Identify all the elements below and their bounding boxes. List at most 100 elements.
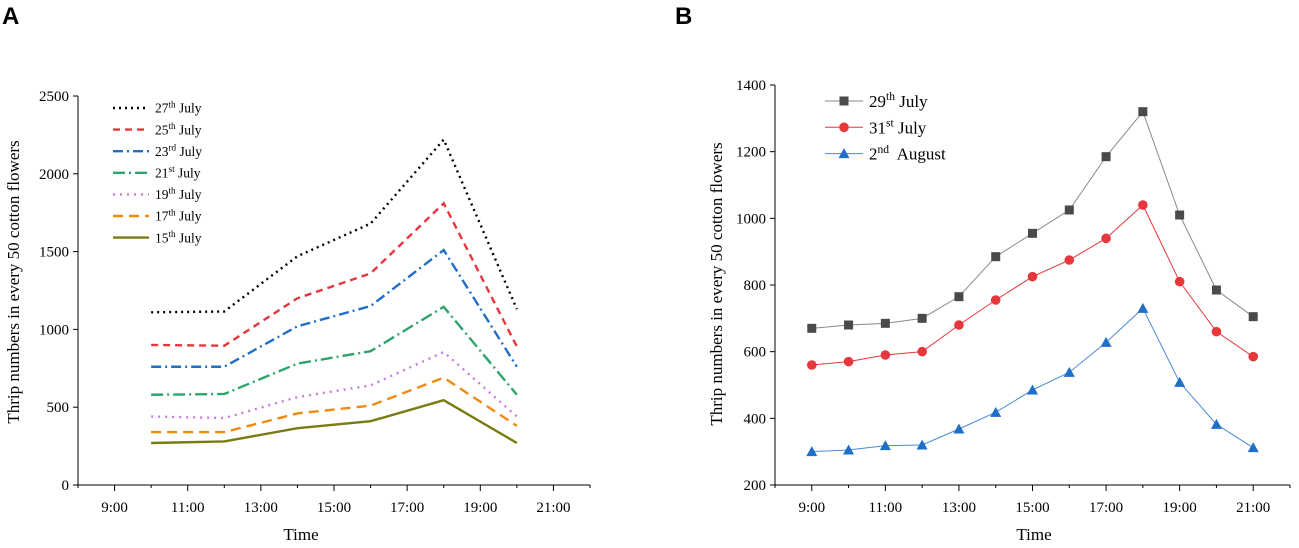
panel-b-y-ticks: 200 400 600 800 1000 1200 1400 — [736, 78, 775, 494]
data-point — [807, 323, 817, 333]
series-line-4 — [151, 305, 518, 396]
legend-label: 2nd August — [869, 143, 946, 164]
data-point — [1174, 276, 1185, 287]
y-tick-label: 500 — [47, 400, 70, 416]
y-tick-label: 400 — [744, 411, 767, 427]
panel-a-legend: 27th July 25th July 23rd July 21st July 19th… — [113, 99, 202, 245]
panel-b-series — [806, 107, 1259, 457]
x-tick-label: 11:00 — [171, 500, 205, 516]
series-line-3 — [151, 248, 518, 368]
panel-a-x-ticks: 9:00 11:00 13:00 15:00 17:00 19:00 21:00 — [77, 485, 591, 516]
data-point — [806, 360, 817, 370]
legend-label: 19th July — [155, 186, 202, 202]
data-point — [1174, 376, 1186, 387]
legend-label: 17th July — [155, 207, 202, 223]
y-tick-label: 800 — [744, 278, 767, 294]
data-point — [954, 320, 964, 330]
x-tick-label: 13:00 — [244, 500, 278, 516]
data-point — [1137, 302, 1149, 313]
data-point — [1248, 351, 1259, 362]
data-point — [954, 292, 964, 302]
y-tick-label: 2500 — [39, 89, 69, 105]
series-line-1 — [151, 137, 518, 314]
data-point — [1138, 200, 1148, 210]
x-tick-label: 13:00 — [942, 500, 976, 516]
data-point — [1247, 442, 1259, 453]
panel-b-x-title: Time — [1016, 525, 1051, 544]
panel-b: B Thrip numbers in every 50 cotton flowe… — [675, 3, 1291, 544]
series-line-5 — [151, 350, 518, 420]
data-point — [844, 320, 854, 330]
series-line-6 — [151, 376, 518, 434]
panel-b-legend: 29th July 31st July 2nd August — [825, 90, 946, 164]
x-tick-label: 11:00 — [869, 500, 903, 516]
legend-label: 23rd July — [155, 143, 202, 159]
data-point — [990, 295, 1001, 305]
data-point — [1101, 233, 1111, 244]
legend-label: 15th July — [155, 229, 202, 245]
panel-b-label: B — [675, 3, 692, 30]
data-point — [843, 356, 854, 367]
x-tick-label: 19:00 — [1163, 500, 1197, 516]
series-line-3 — [811, 307, 1254, 453]
y-tick-label: 2000 — [39, 167, 69, 183]
legend-marker — [839, 122, 849, 133]
y-tick-label: 1400 — [736, 78, 766, 94]
data-point — [1100, 336, 1112, 347]
data-point — [990, 406, 1002, 417]
data-point — [879, 440, 891, 451]
data-point — [1210, 418, 1222, 429]
y-tick-label: 600 — [744, 345, 767, 361]
panel-a-series — [151, 137, 518, 445]
x-tick-label: 9:00 — [101, 500, 128, 516]
series-line-7 — [151, 398, 518, 445]
data-point — [1101, 152, 1111, 162]
data-point — [916, 439, 928, 450]
data-point — [1027, 384, 1038, 395]
x-tick-label: 19:00 — [463, 500, 497, 516]
y-tick-label: 1200 — [736, 145, 766, 161]
data-point — [1027, 271, 1038, 282]
panel-b-x-ticks: 9:00 11:00 13:00 15:00 17:00 19:00 21:00 — [774, 485, 1291, 516]
data-point — [843, 444, 855, 455]
data-point — [1175, 210, 1185, 220]
series-line-2 — [151, 201, 518, 348]
x-tick-label: 15:00 — [1015, 500, 1049, 516]
data-point — [1211, 285, 1221, 295]
panel-b-y-title: Thrip numbers in every 50 cotton flowers — [707, 142, 726, 425]
x-tick-label: 17:00 — [390, 500, 424, 516]
data-point — [1028, 228, 1037, 238]
panel-a-y-ticks: 0 500 1000 1500 2000 2500 — [39, 89, 78, 494]
data-point — [917, 346, 927, 357]
y-tick-label: 1500 — [39, 245, 69, 261]
x-tick-label: 17:00 — [1089, 500, 1123, 516]
y-tick-label: 1000 — [736, 211, 766, 227]
data-point — [953, 423, 965, 434]
data-point — [1064, 255, 1075, 265]
data-point — [1248, 312, 1258, 322]
y-tick-label: 1000 — [39, 322, 69, 338]
legend-marker — [838, 148, 850, 159]
y-tick-label: 0 — [62, 478, 70, 494]
x-tick-label: 9:00 — [798, 500, 825, 516]
data-point — [1138, 107, 1148, 117]
panel-a: A Thrip numbers in every 50 cotton flowe… — [2, 3, 591, 544]
data-point — [880, 318, 890, 328]
data-point — [917, 313, 927, 323]
data-point — [1063, 366, 1075, 377]
data-point — [1064, 205, 1074, 215]
data-point — [880, 350, 891, 360]
y-tick-label: 200 — [744, 478, 767, 494]
data-point — [991, 252, 1001, 262]
data-point — [1211, 326, 1222, 337]
legend-label: 21st July — [155, 164, 201, 180]
legend-label: 29th July — [869, 90, 928, 111]
legend-label: 31st July — [869, 116, 927, 137]
panel-a-x-title: Time — [283, 525, 318, 544]
x-tick-label: 15:00 — [317, 500, 351, 516]
legend-marker — [839, 96, 849, 106]
x-tick-label: 21:00 — [1236, 500, 1270, 516]
legend-label: 25th July — [155, 121, 202, 137]
panel-a-y-title: Thrip numbers in every 50 cotton flowers — [4, 140, 23, 423]
